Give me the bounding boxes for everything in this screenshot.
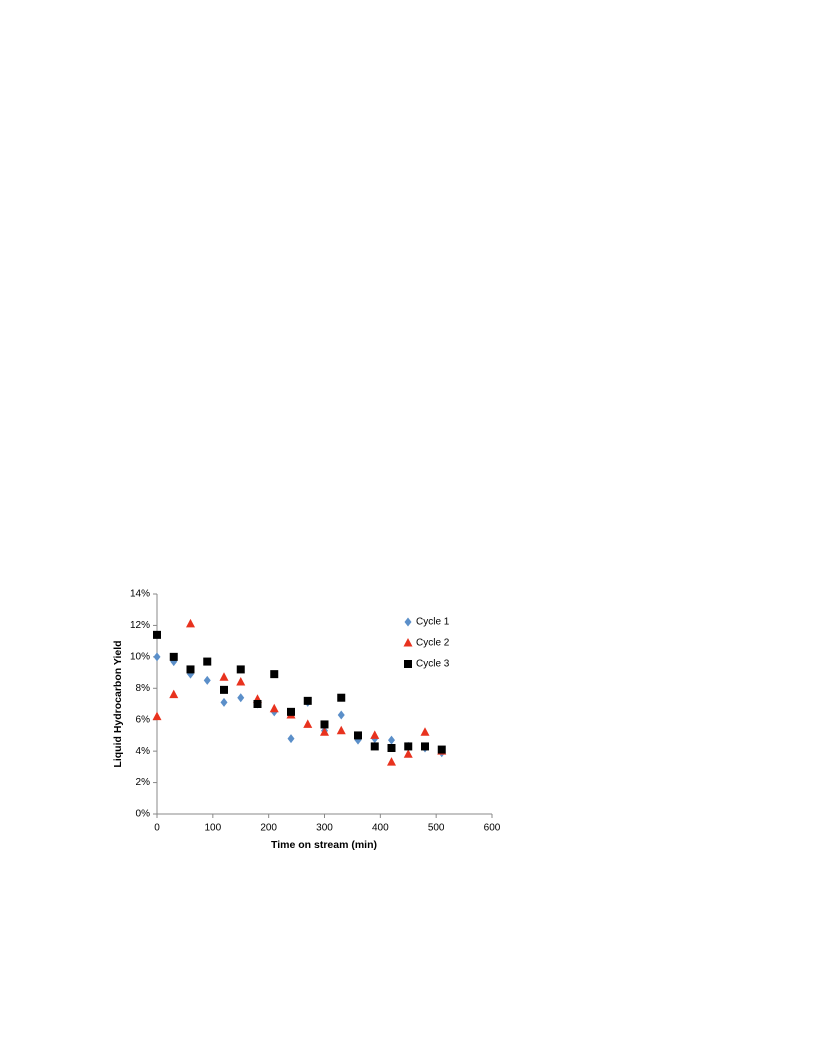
- y-axis-title: Liquid Hydrocarbon Yield: [112, 640, 124, 767]
- data-point: [336, 725, 346, 735]
- data-point: [220, 697, 228, 707]
- legend-marker: [404, 660, 412, 668]
- data-point: [303, 719, 313, 728]
- data-point: [253, 700, 262, 708]
- data-point: [404, 742, 413, 751]
- data-point: [287, 734, 295, 744]
- x-tick-label: 400: [372, 823, 389, 834]
- data-point: [388, 735, 395, 745]
- data-point: [236, 677, 246, 686]
- x-tick-label: 100: [204, 823, 221, 834]
- data-point: [387, 744, 396, 752]
- data-point: [337, 710, 345, 720]
- y-tick-label: 6%: [136, 714, 151, 725]
- data-point: [337, 693, 346, 702]
- data-point: [437, 745, 446, 754]
- data-point: [320, 727, 329, 736]
- x-tick-label: 500: [428, 823, 445, 834]
- y-tick-label: 4%: [136, 746, 151, 757]
- data-point: [236, 665, 245, 674]
- data-point: [370, 730, 380, 739]
- data-point: [370, 742, 379, 751]
- legend-label: Cycle 2: [416, 638, 450, 649]
- y-tick-label: 8%: [136, 683, 151, 694]
- data-point: [220, 685, 228, 694]
- data-point: [237, 693, 245, 703]
- data-point: [320, 720, 329, 729]
- data-point: [203, 675, 211, 685]
- data-point: [354, 731, 362, 740]
- data-point: [153, 652, 161, 662]
- x-axis-title: Time on stream (min): [271, 839, 377, 851]
- y-tick-label: 10%: [130, 651, 150, 662]
- data-point: [153, 630, 161, 639]
- legend-marker: [404, 617, 412, 627]
- x-tick-label: 0: [154, 823, 160, 834]
- legend-label: Cycle 3: [416, 659, 450, 670]
- legend-marker: [403, 638, 413, 647]
- data-point: [387, 757, 396, 766]
- data-point: [270, 670, 279, 679]
- y-tick-label: 2%: [136, 777, 151, 788]
- data-point: [421, 742, 429, 751]
- y-tick-label: 0%: [136, 809, 151, 820]
- legend-label: Cycle 1: [416, 617, 450, 628]
- data-point: [169, 689, 179, 699]
- data-point: [169, 652, 178, 661]
- y-tick-label: 14%: [130, 589, 150, 600]
- x-tick-label: 200: [260, 823, 277, 834]
- data-point: [186, 618, 195, 628]
- data-point: [303, 696, 312, 705]
- x-tick-label: 300: [316, 823, 333, 834]
- data-point: [269, 703, 279, 713]
- data-point: [186, 665, 195, 674]
- y-tick-label: 12%: [130, 620, 150, 631]
- data-point: [420, 727, 430, 736]
- data-point: [287, 707, 295, 716]
- data-point: [219, 672, 229, 681]
- data-point: [152, 711, 162, 721]
- data-point: [203, 657, 212, 666]
- data-point: [403, 749, 413, 758]
- x-tick-label: 600: [484, 823, 501, 834]
